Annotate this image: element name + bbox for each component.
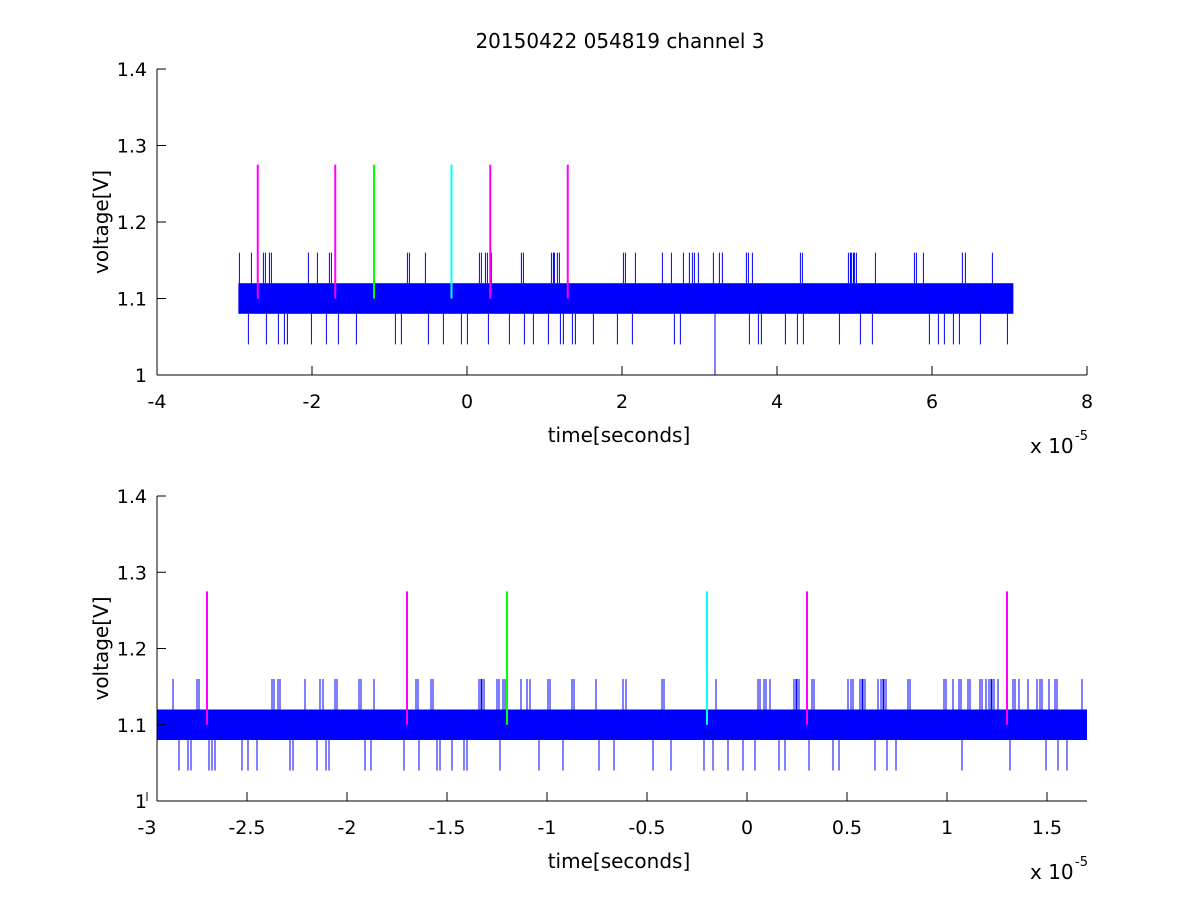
signal-trace xyxy=(157,679,1087,771)
x-exponent-label: -5 xyxy=(1075,429,1088,444)
signal-spikes xyxy=(172,679,1083,771)
x-tick-label: -1 xyxy=(538,817,557,839)
y-tick-label: 1.4 xyxy=(117,59,147,81)
x-axis-label: time[seconds] xyxy=(548,423,691,447)
x-tick-label: 2 xyxy=(616,391,628,413)
x-axis-label: time[seconds] xyxy=(548,849,691,873)
x-tick-label: -0.5 xyxy=(628,817,665,839)
y-tick-label: 1.3 xyxy=(117,136,147,158)
x-multiplier-label: x 10 xyxy=(1030,434,1074,458)
y-tick-label: 1.4 xyxy=(117,486,147,508)
y-axis-label: voltage[V] xyxy=(89,596,113,700)
signal-band xyxy=(238,283,1014,314)
x-tick-label: -4 xyxy=(148,391,167,413)
x-tick-label: 1 xyxy=(941,817,953,839)
x-tick-label: 0 xyxy=(741,817,753,839)
signal-trace xyxy=(238,252,1014,375)
x-tick-label: 6 xyxy=(926,391,938,413)
x-exponent-label: -5 xyxy=(1075,855,1088,870)
x-tick-label: -2 xyxy=(338,817,357,839)
y-tick-label: 1 xyxy=(135,365,147,387)
y-tick-label: 1.2 xyxy=(117,639,147,661)
y-tick-label: 1 xyxy=(135,791,147,813)
x-tick-label: 0.5 xyxy=(832,817,862,839)
y-tick-label: 1.2 xyxy=(117,212,147,234)
x-tick-label: -3 xyxy=(138,817,157,839)
signal-spikes xyxy=(238,252,1008,345)
x-tick-label: -1.5 xyxy=(428,817,465,839)
x-tick-label: 1.5 xyxy=(1032,817,1062,839)
x-tick-label: 0 xyxy=(461,391,473,413)
x-tick-label: -2.5 xyxy=(228,817,265,839)
y-tick-label: 1.1 xyxy=(117,289,147,311)
x-tick-label: 8 xyxy=(1081,391,1093,413)
top-subplot: -4 -2 0 2 4 6 8 1 1.1 1.2 1.3 1.4 time[seconds] volta… xyxy=(89,59,1093,458)
y-tick-label: 1.3 xyxy=(117,562,147,584)
signal-band xyxy=(157,709,1087,740)
x-tick-label: -2 xyxy=(303,391,322,413)
figure-title: 20150422 054819 channel 3 xyxy=(475,29,764,53)
y-tick-label: 1.1 xyxy=(117,715,147,737)
y-axis-label: voltage[V] xyxy=(89,170,113,274)
x-tick-label: 4 xyxy=(771,391,783,413)
x-multiplier-label: x 10 xyxy=(1030,860,1074,884)
bottom-subplot: -3 -2.5 -2 -1.5 -1 -0.5 0 0.5 1 1.5 1 1.1 1.2 1.3 1.4 t… xyxy=(89,486,1088,884)
